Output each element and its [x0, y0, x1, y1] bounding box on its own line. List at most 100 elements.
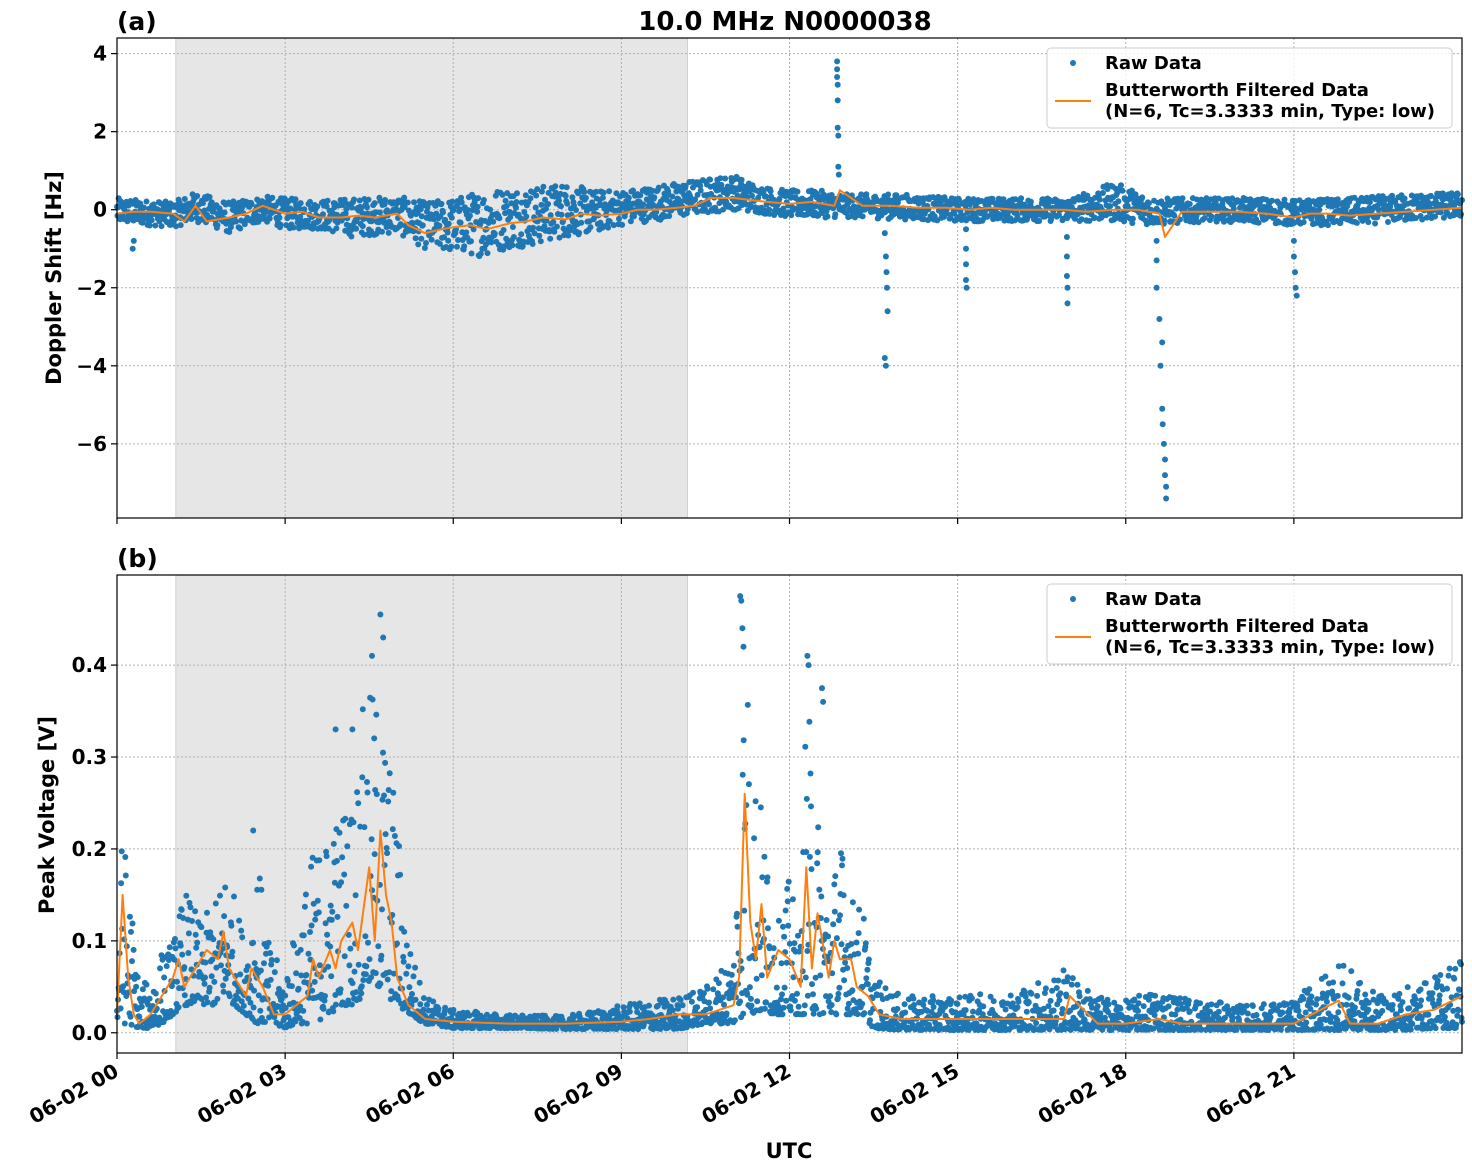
panel-b-raw-point	[785, 878, 792, 885]
panel-b-raw-point	[758, 972, 765, 979]
panel-b-raw-point	[410, 973, 417, 980]
panel-a-raw-point	[500, 227, 507, 233]
panel-b-raw-point	[781, 984, 788, 991]
panel-a-raw-point	[558, 211, 565, 218]
panel-b-raw-point	[181, 992, 188, 999]
panel-b-raw-point	[338, 879, 345, 886]
panel-a-raw-point	[522, 192, 529, 199]
panel-a-raw-point	[502, 197, 509, 204]
panel-b-raw-point	[1197, 1000, 1204, 1007]
panel-b-raw-point	[921, 996, 928, 1003]
panel-a-raw-point	[441, 234, 448, 241]
panel-a-raw-outlier	[881, 355, 888, 361]
panel-a-x-ticks	[116, 518, 1295, 524]
panel-a-raw-outlier	[834, 74, 841, 80]
panel-a-raw-outlier	[1153, 284, 1160, 291]
panel-b-raw-point	[417, 1001, 424, 1008]
panel-b-raw-point	[375, 943, 382, 950]
panel-b-raw-point	[412, 996, 419, 1003]
panel-a-raw-point	[547, 235, 554, 242]
panel-b-raw-point	[784, 898, 791, 905]
panel-b-raw-point	[778, 960, 785, 967]
panel-b-raw-point	[747, 995, 754, 1002]
panel-b-raw-point	[744, 701, 751, 708]
panel-b-raw-point	[856, 906, 863, 913]
panel-a-raw-outlier	[963, 284, 970, 291]
panel-b-raw-point	[354, 789, 361, 796]
panel-b-raw-point	[962, 1007, 969, 1014]
panel-b-raw-point	[312, 916, 319, 923]
panel-b-night-shading	[175, 574, 689, 1054]
panel-b-raw-point	[344, 843, 351, 850]
panel-a-raw-point	[417, 206, 424, 213]
panel-a-raw-point	[401, 194, 408, 201]
panel-b-raw-point	[121, 1020, 128, 1027]
panel-a-raw-point	[640, 201, 647, 208]
panel-a-raw-outlier	[963, 226, 969, 233]
panel-a-raw-point	[418, 213, 425, 220]
panel-b-raw-point	[271, 969, 278, 976]
panel-b-raw-point	[202, 974, 208, 981]
panel-a-raw-point	[697, 187, 704, 194]
panel-b-raw-point	[403, 942, 410, 949]
panel-a-raw-point	[1115, 198, 1122, 205]
panel-a-raw-point	[214, 222, 221, 229]
panel-b-raw-point	[256, 875, 263, 882]
panel-b-raw-point	[835, 990, 842, 997]
panel-b-raw-point	[273, 957, 280, 964]
panel-a-raw-point	[1293, 206, 1300, 213]
panel-b-raw-point	[862, 940, 869, 947]
panel-a-raw-point	[421, 245, 428, 251]
panel-b-raw-point	[731, 1017, 738, 1024]
panel-a-raw-outlier	[1153, 237, 1160, 244]
panel-a-raw-point	[248, 201, 255, 208]
panel-a-legend-filtered-label-1: Butterworth Filtered Data	[1105, 80, 1369, 101]
panel-a-raw-point	[1229, 195, 1236, 202]
panel-b-raw-point	[317, 1016, 324, 1023]
panel-a-raw-outlier	[1064, 300, 1071, 307]
panel-b-raw-point	[730, 962, 737, 969]
panel-a-raw-point	[707, 176, 714, 183]
panel-a-raw-point	[226, 229, 233, 235]
panel-a-raw-point	[573, 207, 579, 213]
panel-b-raw-point	[806, 853, 813, 860]
panel-b-raw-point	[764, 874, 771, 881]
panel-b-raw-point	[126, 913, 133, 920]
panel-b-raw-point	[728, 971, 735, 978]
panel-b-raw-point	[355, 961, 362, 968]
panel-a-raw-outlier	[884, 284, 890, 291]
panel-a-raw-point	[353, 225, 360, 232]
panel-a-raw-point	[418, 235, 425, 242]
panel-a-raw-point	[143, 198, 150, 205]
panel-a-raw-point	[1385, 219, 1391, 225]
panel-b-raw-point	[300, 932, 307, 939]
panel-b-raw-point	[185, 950, 192, 956]
panel-b-raw-point	[1053, 985, 1060, 991]
panel-b-raw-point	[694, 1004, 701, 1011]
panel-b-raw-point	[855, 930, 862, 937]
panel-b-raw-point	[251, 987, 258, 994]
panel-b-raw-point	[825, 933, 832, 940]
panel-a-raw-point	[491, 230, 498, 237]
panel-b-raw-point	[359, 706, 366, 713]
panel-b-raw-point	[221, 913, 228, 920]
panel-b-raw-point	[231, 893, 237, 900]
panel-a-raw-point	[487, 206, 494, 213]
panel-b-raw-point	[1060, 967, 1067, 974]
panel-b-raw-point	[836, 984, 843, 991]
panel-a-raw-point	[902, 216, 909, 223]
panel-a-raw-point	[477, 250, 484, 257]
panel-b-raw-point	[759, 874, 766, 881]
panel-b-raw-point	[853, 939, 860, 946]
panel-b-raw-point	[355, 800, 362, 807]
panel-a-raw-point	[537, 238, 544, 245]
panel-a-raw-point	[619, 221, 626, 228]
panel-b-raw-point	[780, 1004, 787, 1011]
panel-a-raw-point	[1106, 210, 1113, 217]
panel-b-raw-point	[175, 1004, 182, 1011]
panel-b-raw-point	[646, 1002, 652, 1009]
panel-a-raw-point	[382, 197, 389, 203]
panel-b-raw-point	[172, 945, 179, 952]
panel-b-raw-point	[810, 991, 816, 998]
panel-a-raw-outlier	[834, 58, 841, 65]
